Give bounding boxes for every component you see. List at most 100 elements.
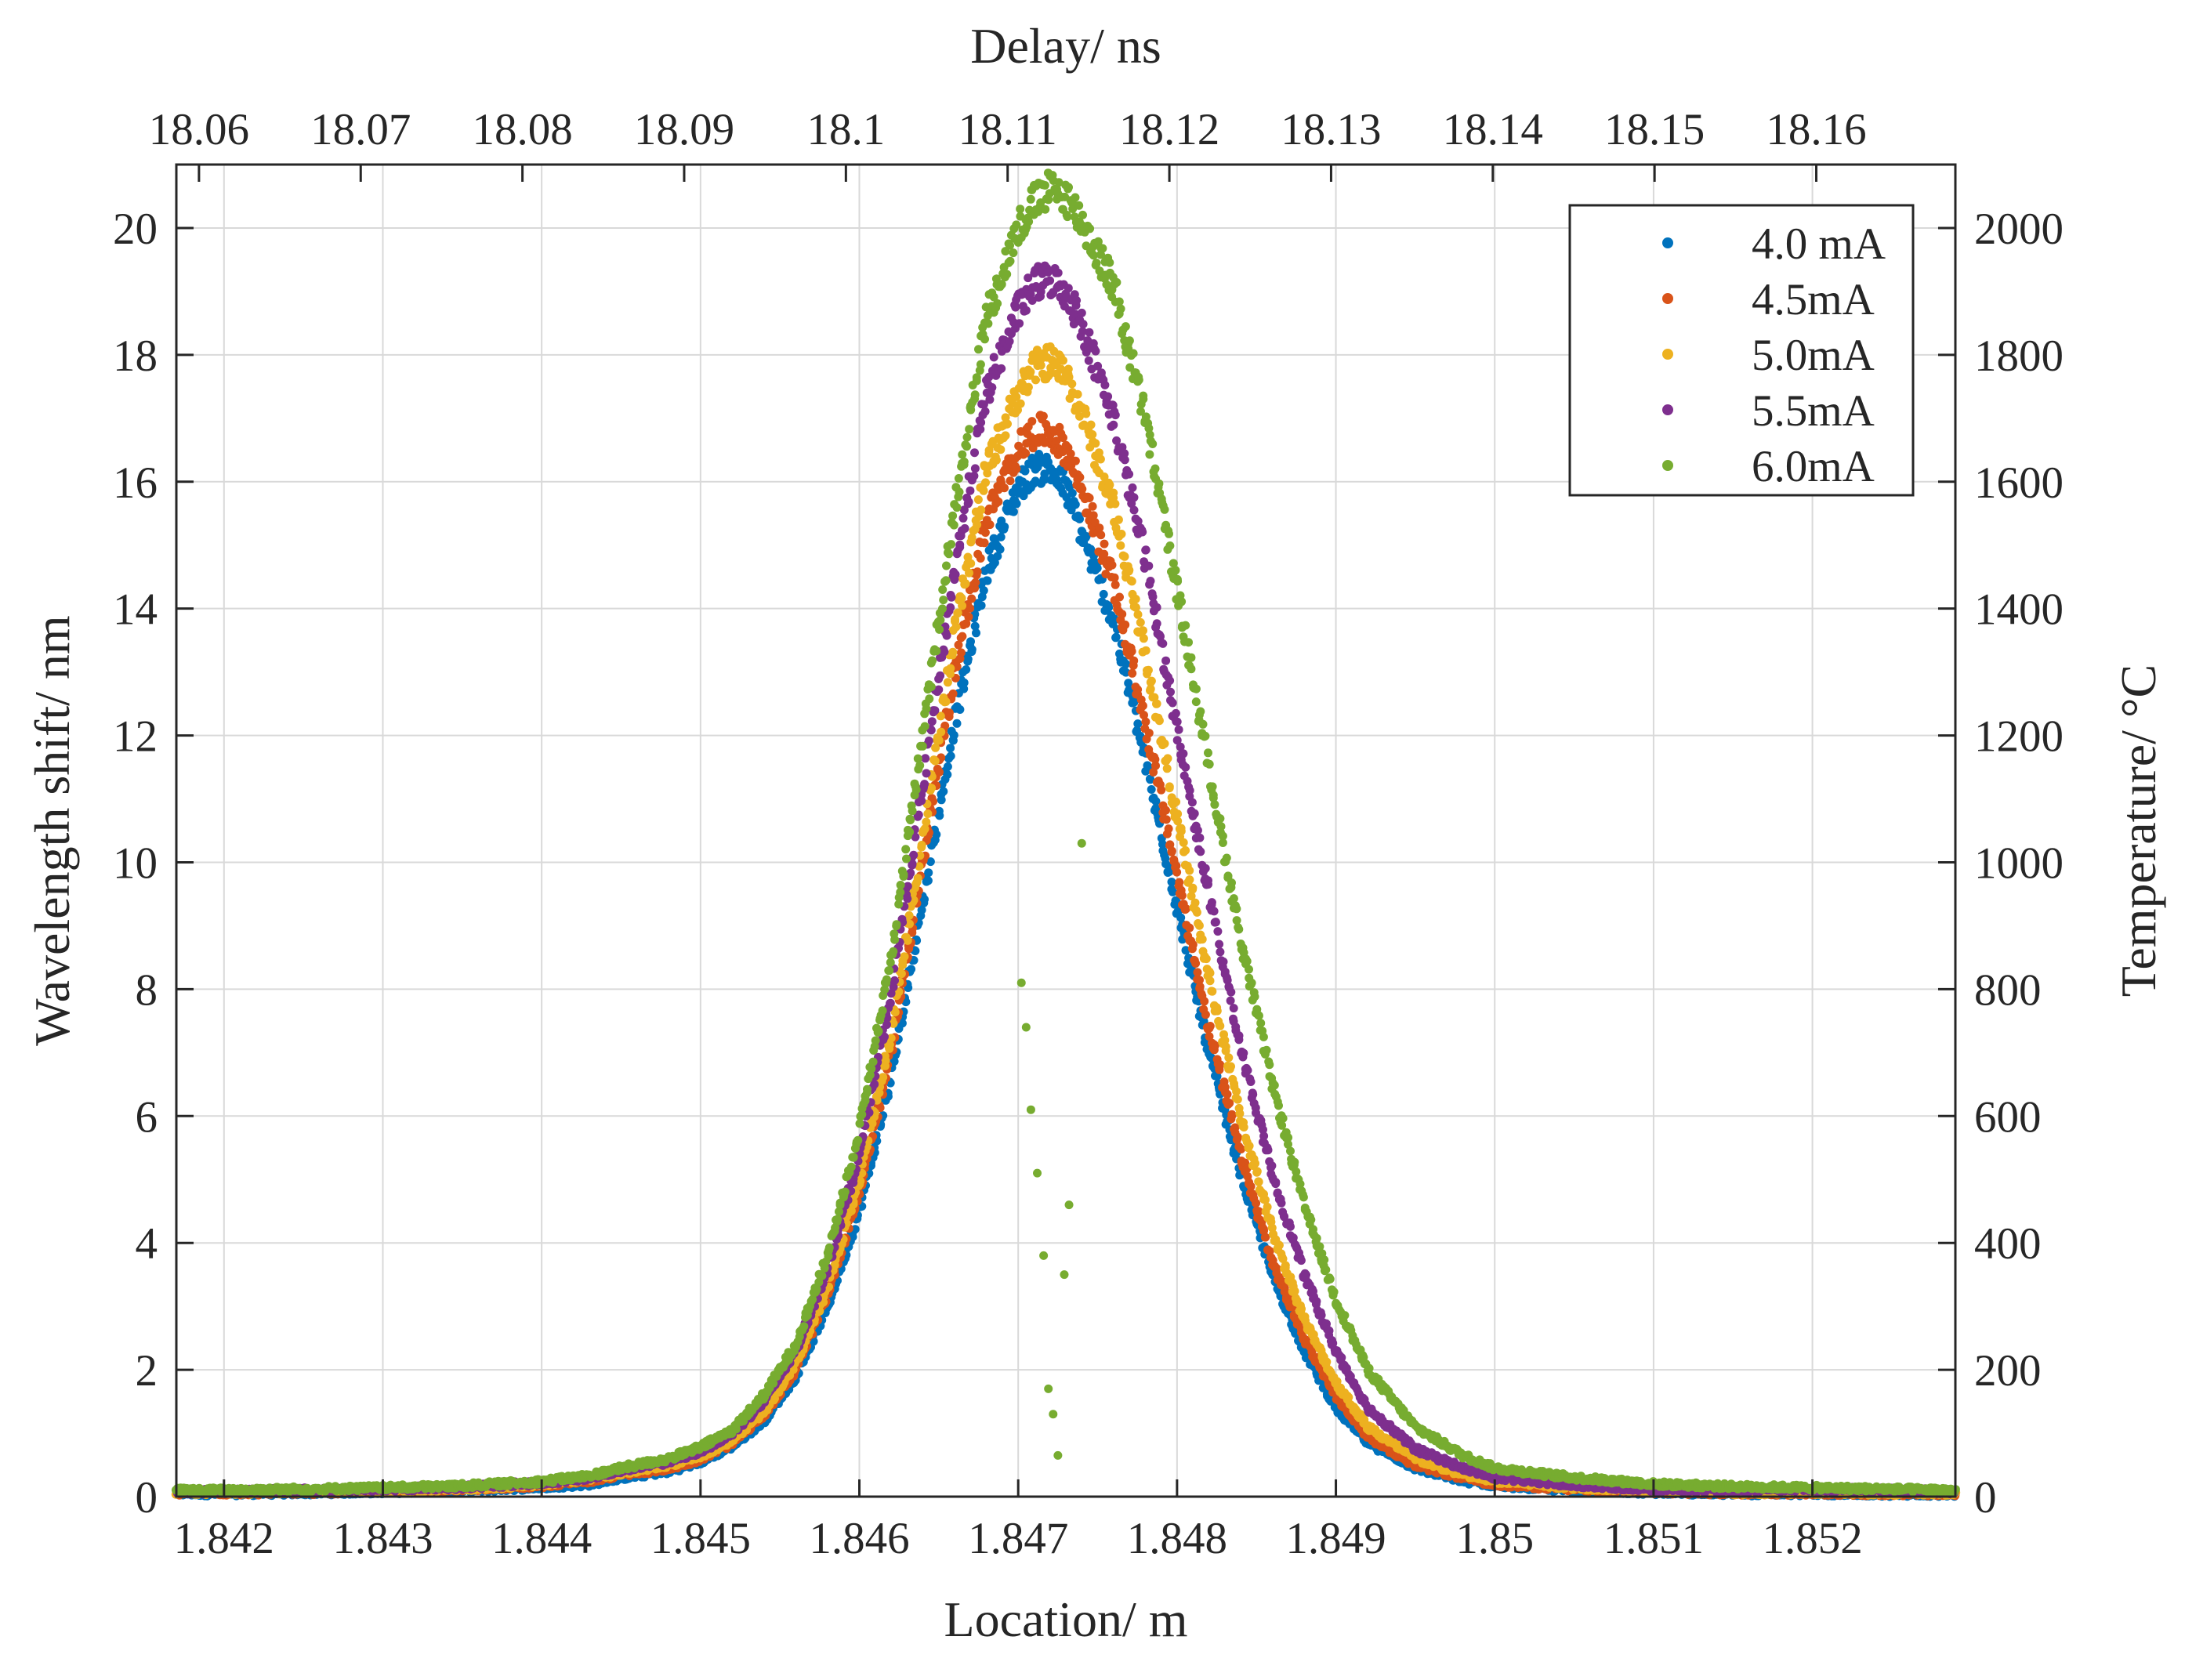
data-point	[965, 569, 973, 578]
data-point	[1067, 379, 1076, 388]
data-point	[1111, 500, 1119, 509]
data-point	[1275, 1241, 1284, 1250]
data-point	[958, 594, 966, 603]
data-point	[958, 602, 966, 610]
data-point	[1071, 500, 1080, 509]
data-point	[1037, 361, 1045, 370]
data-point	[1075, 515, 1084, 523]
data-point	[1198, 935, 1207, 943]
data-point	[1206, 1022, 1215, 1030]
data-point	[1121, 552, 1129, 561]
data-point	[924, 868, 933, 877]
data-point	[1012, 465, 1020, 473]
data-point	[1224, 1053, 1233, 1062]
data-point	[1144, 666, 1153, 675]
data-point	[1142, 646, 1150, 655]
data-point	[1009, 508, 1018, 516]
data-point	[1031, 375, 1040, 384]
data-point	[980, 586, 988, 595]
data-point	[1165, 782, 1174, 791]
data-point	[946, 744, 955, 752]
data-point	[981, 478, 990, 487]
data-point	[904, 936, 912, 945]
data-point	[1155, 716, 1164, 725]
data-point	[1188, 884, 1197, 892]
data-point	[972, 628, 980, 637]
data-point	[1189, 940, 1198, 949]
data-point	[1193, 908, 1201, 917]
data-point	[1194, 968, 1202, 976]
data-point	[944, 678, 952, 686]
data-point	[1161, 740, 1169, 748]
data-point	[1172, 798, 1180, 806]
data-point	[1206, 969, 1215, 977]
data-point	[1216, 1022, 1224, 1030]
data-point	[948, 648, 957, 657]
data-point	[914, 874, 922, 882]
data-point	[1115, 593, 1124, 602]
data-point	[1191, 959, 1200, 968]
data-point	[984, 577, 992, 585]
data-point	[1136, 618, 1145, 627]
data-point	[1177, 827, 1186, 835]
data-point	[1254, 1177, 1263, 1186]
data-point	[1252, 1199, 1260, 1208]
data-point	[1162, 815, 1171, 824]
data-point	[1151, 762, 1160, 770]
data-point	[1104, 603, 1113, 612]
data-point	[1172, 868, 1181, 877]
data-point	[1000, 483, 1009, 492]
data-point	[1178, 891, 1187, 900]
data-point	[1024, 383, 1033, 392]
data-point	[1140, 634, 1148, 643]
data-point	[1208, 987, 1216, 996]
data-point	[1232, 1087, 1241, 1095]
data-point	[1093, 564, 1102, 573]
data-point	[1139, 701, 1147, 710]
data-point	[1059, 433, 1067, 442]
data-point	[1116, 541, 1125, 550]
data-point	[1196, 983, 1205, 991]
data-point	[1301, 1312, 1310, 1321]
data-point	[1118, 530, 1126, 538]
data-point	[1195, 921, 1204, 930]
data-point	[994, 498, 1002, 506]
data-point	[996, 545, 1005, 554]
data-point	[879, 1073, 887, 1081]
data-point	[952, 623, 961, 632]
data-point	[1002, 431, 1010, 440]
data-point	[1234, 1133, 1242, 1142]
data-point	[1181, 846, 1190, 855]
data-point	[1027, 417, 1036, 425]
data-point	[1173, 809, 1182, 818]
data-point	[1227, 1063, 1235, 1071]
data-point	[953, 719, 962, 728]
data-point	[917, 843, 926, 852]
data-point	[957, 648, 966, 657]
data-point	[1235, 1110, 1244, 1118]
data-point	[1118, 610, 1126, 618]
data-point	[1125, 567, 1133, 576]
data-point	[1105, 480, 1114, 489]
data-point	[1147, 677, 1156, 686]
data-point	[1247, 1182, 1256, 1191]
data-point	[1000, 523, 1009, 531]
data-point	[939, 788, 948, 796]
data-point	[996, 445, 1005, 454]
data-point	[1175, 878, 1183, 887]
data-point	[1245, 1142, 1254, 1150]
data-point	[897, 969, 906, 978]
data-point	[1087, 421, 1096, 429]
data-point	[947, 751, 955, 760]
data-point	[942, 697, 951, 706]
data-point	[1132, 595, 1140, 603]
data-point	[1039, 412, 1048, 421]
data-point	[1147, 685, 1155, 693]
data-point	[1096, 530, 1105, 539]
data-point	[1228, 1111, 1237, 1120]
data-point	[1253, 1167, 1262, 1175]
data-point	[1234, 1095, 1242, 1104]
data-point	[1145, 729, 1154, 737]
